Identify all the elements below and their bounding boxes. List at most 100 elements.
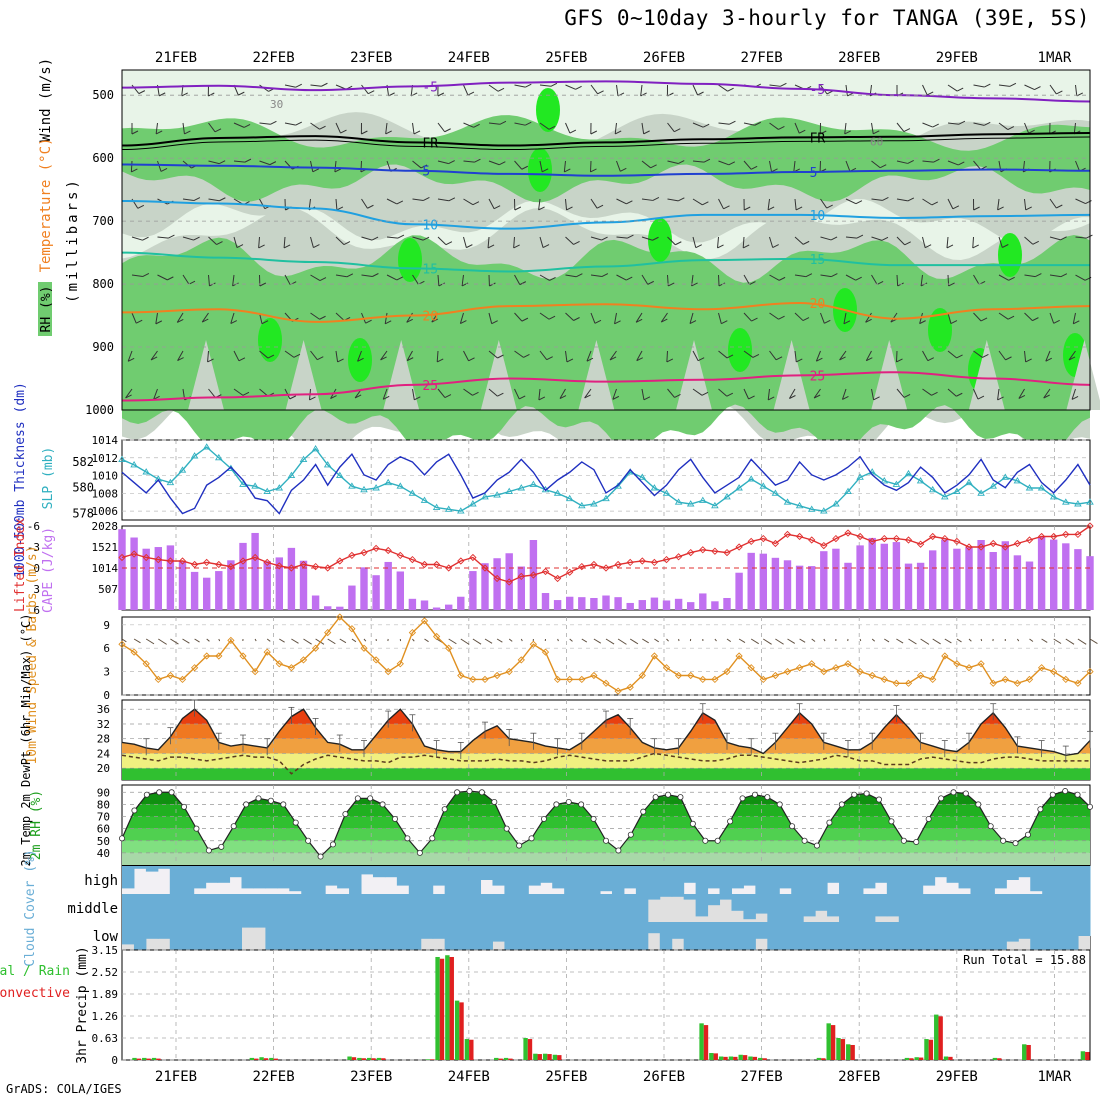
lifted-index-line-point xyxy=(493,574,501,583)
wind-barb-flag xyxy=(932,123,939,128)
wind-barb-flag xyxy=(650,164,657,169)
rh-point xyxy=(578,801,585,808)
lifted-index-line-point xyxy=(360,548,368,557)
wind-barb xyxy=(614,312,617,324)
cape-bar xyxy=(699,593,707,610)
cloud-cell xyxy=(265,922,278,950)
wind-barb-flag xyxy=(647,280,654,285)
wind-barb xyxy=(437,236,447,245)
wind-barb-flag xyxy=(601,273,609,277)
wind-barb-flag xyxy=(448,160,455,165)
cloud-cell xyxy=(564,894,577,922)
wind-speed-line-point xyxy=(783,667,792,676)
wind-barb xyxy=(946,236,949,248)
slp-line-point xyxy=(1086,498,1094,505)
cloud-cell xyxy=(731,922,744,950)
wind-barb xyxy=(845,236,857,239)
wind-barb xyxy=(176,312,184,323)
wind-barb xyxy=(1045,350,1051,362)
lifted-index-line-point xyxy=(1086,522,1094,530)
slp-line-point xyxy=(553,489,562,496)
cloud-cell xyxy=(361,922,374,950)
wind-barb xyxy=(811,638,816,642)
cloud-cell xyxy=(349,866,362,894)
wind-barb xyxy=(815,350,821,362)
wind-barb-flag xyxy=(842,395,849,400)
lifted-index-line-point xyxy=(251,553,259,562)
lifted-index-line-point xyxy=(844,529,852,537)
wind-barb xyxy=(201,312,209,323)
cloud-cell xyxy=(277,866,290,889)
rh-point xyxy=(640,808,647,815)
wind-barb-flag xyxy=(674,128,681,133)
cloud-cell xyxy=(301,866,314,894)
wind-barb xyxy=(769,236,774,248)
contour-label: FR xyxy=(422,136,438,151)
cloud-cell xyxy=(1066,894,1079,922)
wind-barb-flag xyxy=(538,206,545,211)
wind-barb-flag xyxy=(695,244,702,249)
wind-barb-flag xyxy=(497,354,504,359)
wind-barb xyxy=(890,312,898,323)
wind-barb xyxy=(616,236,628,239)
rh-point xyxy=(565,798,572,805)
wind-barb xyxy=(1043,388,1051,399)
wind-barb xyxy=(998,84,1010,87)
cloud-cell xyxy=(301,894,314,922)
wind-barb xyxy=(1049,84,1057,95)
cape-bar xyxy=(916,562,925,610)
wind-barb-flag xyxy=(207,358,214,363)
cloud-cell xyxy=(839,894,852,922)
wind-barb-flag xyxy=(666,358,674,363)
wind-barb-flag xyxy=(903,128,911,133)
wind-barb-flag xyxy=(541,168,549,173)
cloud-cell xyxy=(253,922,266,928)
slp-line-point xyxy=(263,487,271,495)
cloud-cell xyxy=(122,922,135,945)
cloud-cell xyxy=(528,894,541,922)
slp-line-point xyxy=(142,468,150,475)
cloud-cell xyxy=(683,894,697,900)
cape-bar xyxy=(336,606,344,610)
wind-barb xyxy=(310,84,322,87)
wind-barb-flag xyxy=(576,273,583,278)
precip-total-bar xyxy=(846,1044,851,1060)
thickness-line xyxy=(121,453,1091,515)
wind-barb-flag xyxy=(1032,317,1039,322)
cape-bar xyxy=(856,545,864,610)
wind-barb xyxy=(157,160,162,172)
rh-point xyxy=(975,801,982,808)
wind-barb-flag xyxy=(396,200,404,205)
slp-line-point xyxy=(251,482,259,489)
wind-speed-line-point xyxy=(626,683,634,691)
wind-barb xyxy=(125,388,133,399)
temperature-contour xyxy=(121,251,1090,273)
wind-speed-line-point xyxy=(118,640,126,648)
cloud-cell xyxy=(229,866,243,878)
cloud-cell xyxy=(1030,922,1043,950)
cloud-cell xyxy=(588,894,601,922)
slp-line-point xyxy=(856,473,864,480)
wind-barb-flag xyxy=(668,282,675,287)
cloud-cell xyxy=(265,894,278,922)
cloud-cell xyxy=(946,866,960,883)
li-axis-label: Lifted Index xyxy=(13,518,28,612)
rh-point xyxy=(441,806,448,813)
wind-barb-flag xyxy=(789,395,796,399)
rh-tick-label: 80 xyxy=(97,798,110,811)
y-tick-label: 800 xyxy=(92,277,114,291)
wind-barb xyxy=(259,122,271,125)
cloud-cell xyxy=(803,922,816,950)
wind-barb xyxy=(794,236,804,245)
cloud-cell xyxy=(516,866,529,894)
wind-barb-flag xyxy=(422,236,430,241)
wind-barb xyxy=(284,350,295,358)
cloud-row-label: low xyxy=(93,929,119,945)
cloud-cell xyxy=(313,922,326,950)
cloud-cell xyxy=(576,866,589,894)
slp-line-point xyxy=(578,501,586,509)
wind-barb-flag xyxy=(337,358,344,363)
cloud-cell xyxy=(743,866,756,886)
wind-barb xyxy=(947,388,957,397)
